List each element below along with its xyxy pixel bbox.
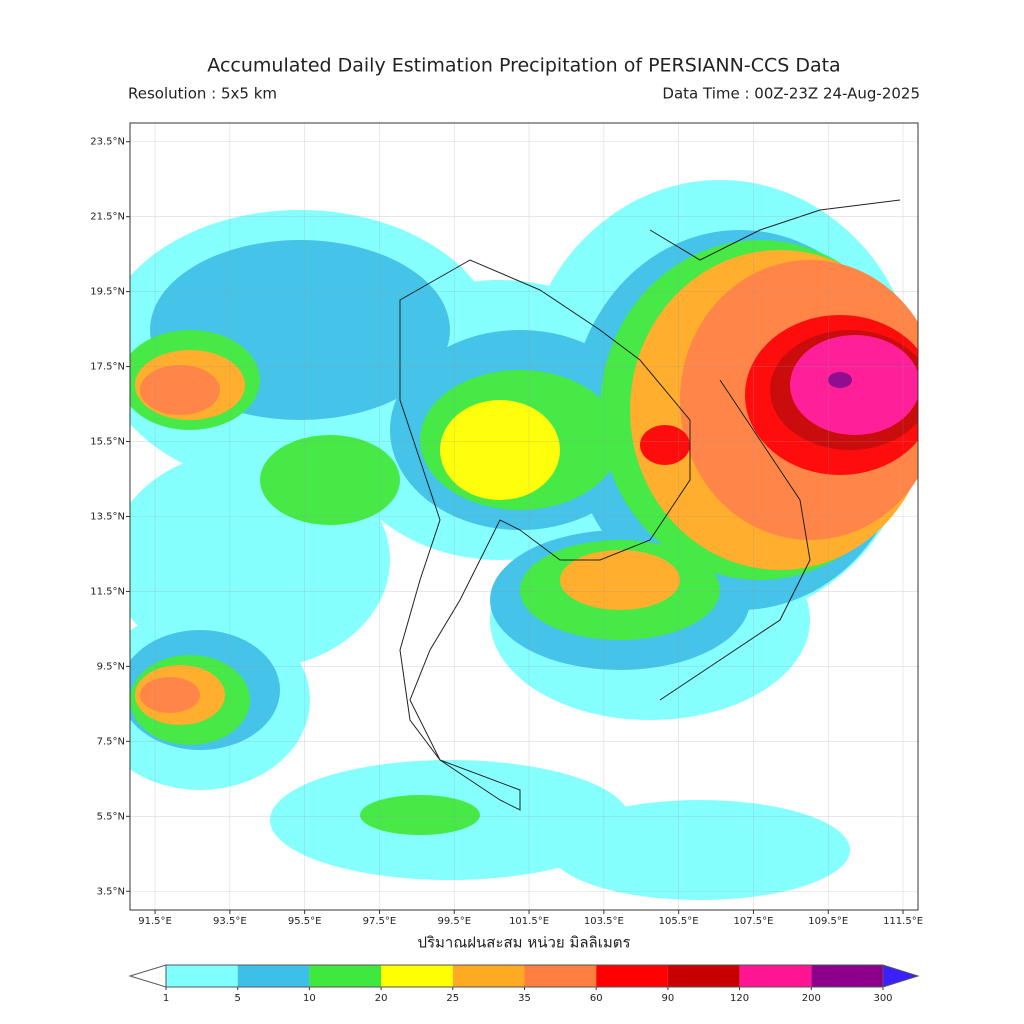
y-tick-label: 11.5°N <box>90 586 125 597</box>
grid: 91.5°E 93.5°E 95.5°E 97.5°E 99.5°E 101.5°E 103… <box>90 123 923 927</box>
y-tick-label: 9.5°N <box>97 661 125 672</box>
y-tick-label: 21.5°N <box>90 212 125 223</box>
y-tick-label: 5.5°N <box>97 811 125 822</box>
colorbar-label: 35 <box>518 993 531 1004</box>
title: Accumulated Daily Estimation Precipitati… <box>207 55 840 77</box>
y-tick-label: 3.5°N <box>97 886 125 897</box>
colorbar: 1 5 10 20 25 35 60 90 120 200 300 <box>128 964 920 1004</box>
colorbar-frame <box>165 964 884 988</box>
y-tick-label: 7.5°N <box>97 736 125 747</box>
colorbar-label: 300 <box>873 993 892 1004</box>
colorbar-label: 25 <box>446 993 459 1004</box>
colorbar-label: 20 <box>375 993 388 1004</box>
colorbar-segment <box>811 965 883 987</box>
colorbar-label: 200 <box>802 993 821 1004</box>
colorbar-segment <box>166 965 238 987</box>
colorbar-label: 60 <box>590 993 603 1004</box>
x-tick-label: 91.5°E <box>138 916 172 927</box>
x-axis-label: ปริมาณฝนสะสม หน่วย มิลลิเมตร <box>417 934 630 952</box>
colorbar-segment <box>596 965 668 987</box>
y-tick-label: 23.5°N <box>90 137 125 148</box>
colorbar-over <box>882 964 920 988</box>
colorbar-segment <box>237 965 310 987</box>
y-tick-label: 15.5°N <box>90 437 125 448</box>
data-time: Data Time : 00Z-23Z 24-Aug-2025 <box>662 85 920 103</box>
colorbar-segment <box>309 965 382 987</box>
colorbar-segment <box>452 965 525 987</box>
x-tick-label: 107.5°E <box>733 916 773 927</box>
colorbar-label: 5 <box>235 993 241 1004</box>
colorbar-segment <box>739 965 812 987</box>
x-tick-label: 97.5°E <box>363 916 397 927</box>
colorbar-under <box>128 964 167 988</box>
colorbar-label: 90 <box>662 993 675 1004</box>
x-tick-label: 95.5°E <box>288 916 322 927</box>
x-tick-label: 99.5°E <box>437 916 471 927</box>
y-tick-label: 13.5°N <box>90 512 125 523</box>
precipitation-field <box>130 123 918 910</box>
x-tick-label: 105.5°E <box>659 916 699 927</box>
x-tick-label: 103.5°E <box>584 916 624 927</box>
resolution: Resolution : 5x5 km <box>128 85 277 103</box>
colorbar-segment <box>524 965 597 987</box>
x-tick-label: 101.5°E <box>509 916 549 927</box>
x-tick-label: 111.5°E <box>883 916 923 927</box>
colorbar-segment <box>667 965 740 987</box>
y-tick-label: 17.5°N <box>90 362 125 373</box>
colorbar-label: 10 <box>303 993 316 1004</box>
colorbar-label: 1 <box>163 993 169 1004</box>
x-tick-label: 93.5°E <box>213 916 247 927</box>
colorbar-segment <box>381 965 453 987</box>
x-tick-label: 109.5°E <box>808 916 848 927</box>
map-frame <box>129 122 919 911</box>
colorbar-label: 120 <box>730 993 749 1004</box>
y-tick-label: 19.5°N <box>90 287 125 298</box>
